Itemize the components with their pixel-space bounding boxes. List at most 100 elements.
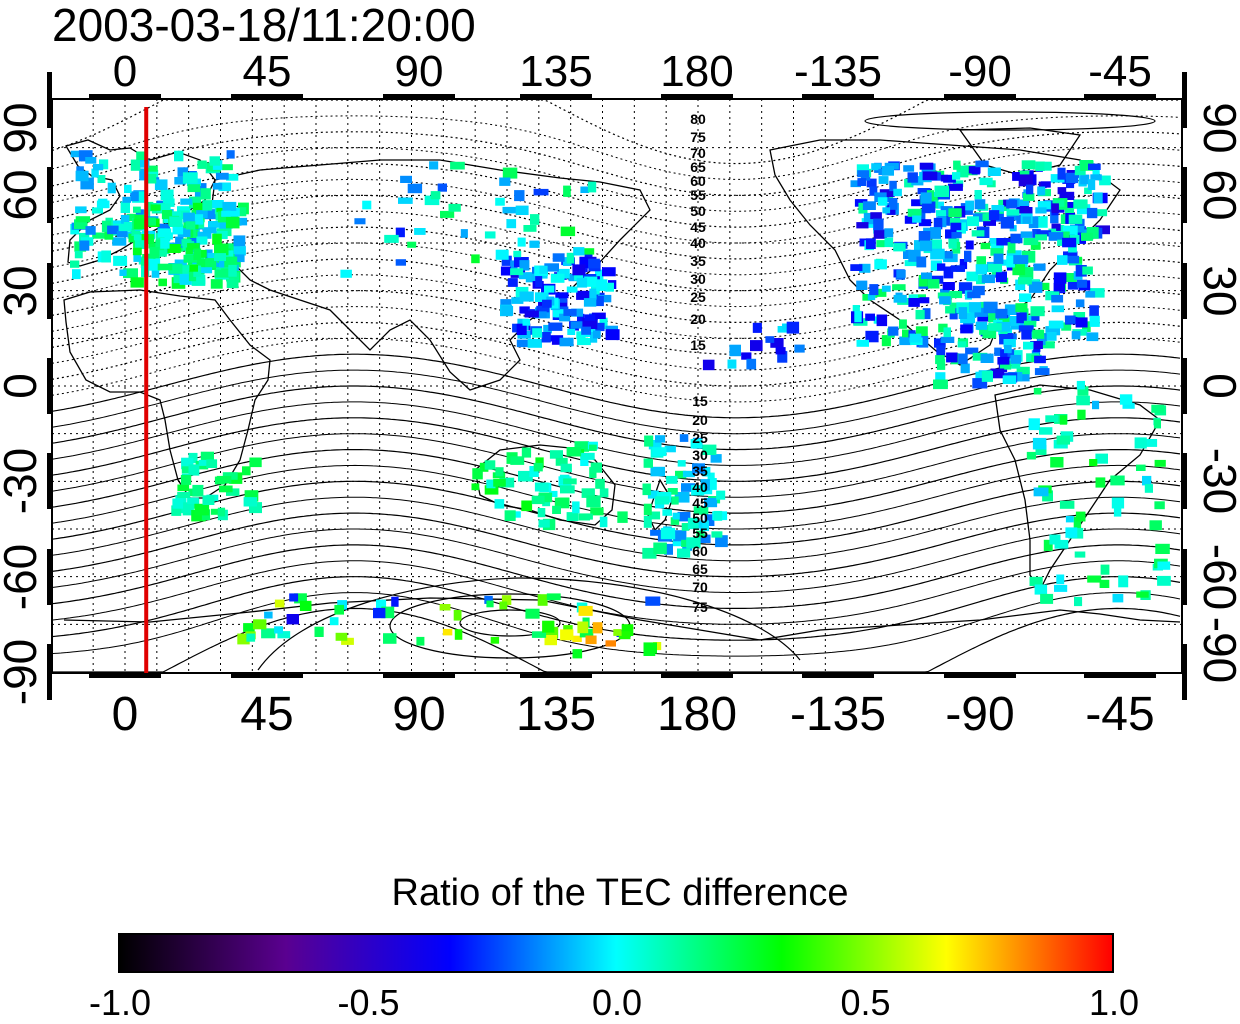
tec-patch <box>681 523 690 531</box>
tec-patch <box>133 206 141 213</box>
colorbar-tick-label: 0.0 <box>591 982 643 1023</box>
tec-patch <box>519 306 530 314</box>
tec-patch <box>1053 272 1067 284</box>
tec-patch <box>1119 394 1133 405</box>
tec-patch <box>537 508 546 518</box>
tec-patch <box>618 631 631 640</box>
y-tick-label-right: -30 <box>1194 448 1240 514</box>
tec-patch <box>1016 202 1030 214</box>
tec-patch <box>126 213 139 222</box>
tec-patch <box>934 185 949 197</box>
tec-patch <box>1151 404 1165 413</box>
tec-patch <box>294 593 307 604</box>
tec-patch <box>233 235 246 247</box>
tec-patch <box>226 150 235 159</box>
tec-patch <box>653 542 667 555</box>
tec-patch <box>892 284 906 291</box>
tec-patch <box>581 326 591 335</box>
tec-patch <box>226 488 240 496</box>
tec-patch <box>973 213 986 222</box>
tec-patch <box>563 308 577 316</box>
tec-patch <box>130 191 139 202</box>
contour-label: 50 <box>690 203 706 219</box>
tec-patch <box>865 313 875 321</box>
tec-patch <box>704 497 718 508</box>
contour-label: 50 <box>692 510 708 526</box>
tec-patch <box>1006 250 1022 258</box>
tec-patch <box>560 226 576 237</box>
tec-patch <box>1064 207 1075 217</box>
tec-patch <box>794 344 805 353</box>
tec-patch <box>573 247 585 256</box>
tec-patch <box>960 311 975 324</box>
tec-patch <box>968 302 982 313</box>
tec-patch <box>863 212 876 225</box>
tec-patch <box>555 457 568 466</box>
tec-patch <box>243 623 255 632</box>
contour-line <box>51 433 1181 498</box>
tec-patch <box>1153 418 1161 429</box>
tec-patch <box>407 183 423 194</box>
tec-patch <box>274 599 285 608</box>
tec-patch <box>506 219 517 229</box>
tec-patch <box>566 286 578 293</box>
tec-patch <box>1030 306 1045 317</box>
tec-patch <box>563 185 571 197</box>
tec-patch <box>936 210 947 217</box>
tec-patch <box>990 368 1005 379</box>
tec-patch <box>1035 161 1045 171</box>
tec-patch <box>922 171 938 181</box>
tec-patch <box>585 635 597 645</box>
tec-patch <box>537 594 548 606</box>
tec-patch <box>525 608 540 619</box>
tec-patch <box>975 264 987 275</box>
tec-patch <box>1016 366 1030 375</box>
y-tick-label-left: -60 <box>0 544 46 610</box>
tec-patch <box>536 305 550 313</box>
tec-patch <box>870 212 882 220</box>
tec-patch <box>206 459 218 468</box>
tick-mark-right <box>1182 72 1187 128</box>
contour-line <box>51 99 1180 165</box>
tec-patch <box>167 244 181 253</box>
tec-patch <box>975 371 987 381</box>
tec-patch <box>1076 204 1091 215</box>
tec-patch <box>123 222 136 232</box>
tec-patch <box>91 207 103 214</box>
tec-patch <box>584 276 598 287</box>
tec-patch <box>429 161 439 170</box>
x-tick-label-bottom: 135 <box>516 688 596 741</box>
tec-patch <box>548 322 563 331</box>
y-tick-label-left: 90 <box>0 102 46 153</box>
tec-patch <box>538 519 550 528</box>
x-tick-label-top: 180 <box>660 47 733 96</box>
tick-mark-right <box>1182 549 1187 605</box>
tec-patch <box>219 485 233 493</box>
tec-patch <box>647 490 659 499</box>
tec-patch <box>1020 231 1033 238</box>
contour-label: 45 <box>690 219 706 235</box>
tec-patch <box>555 292 569 299</box>
tec-patch <box>578 513 590 521</box>
tec-patch <box>91 168 99 178</box>
tec-patch <box>921 201 936 213</box>
tec-patch <box>210 279 223 289</box>
tec-patch <box>1142 439 1158 447</box>
tec-data-patches <box>70 150 1171 659</box>
tec-patch <box>911 199 924 207</box>
tec-patch <box>696 530 705 538</box>
tec-patch <box>139 168 147 181</box>
contour-label: 70 <box>690 145 706 161</box>
tec-patch <box>1006 199 1018 209</box>
tec-patch <box>1149 520 1162 531</box>
tec-patch <box>752 322 762 333</box>
tick-mark-bottom <box>1084 673 1156 678</box>
contour-line <box>51 337 1181 403</box>
tec-patch <box>972 352 988 361</box>
tec-patch <box>532 328 543 338</box>
tick-mark-left <box>47 167 52 223</box>
tec-patch <box>917 188 931 195</box>
tec-patch <box>538 492 553 503</box>
colorbar-tick-label: 0.5 <box>840 982 891 1023</box>
tec-patch <box>765 336 775 343</box>
